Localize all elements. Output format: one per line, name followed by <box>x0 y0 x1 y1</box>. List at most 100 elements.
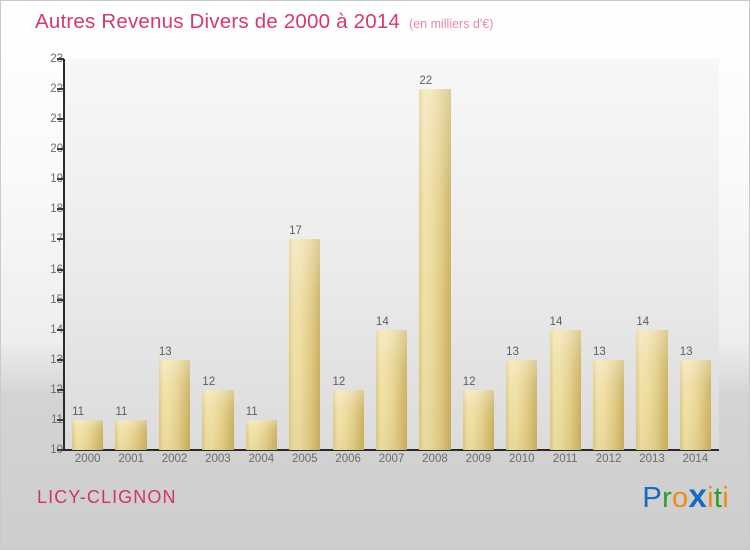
bar-value-label: 12 <box>332 375 346 388</box>
bar[interactable]: 14 <box>549 316 582 451</box>
y-tick-label: 17 <box>11 233 63 245</box>
bar-column: 13 <box>500 59 543 451</box>
x-tick-label: 2013 <box>639 453 665 465</box>
x-tick-label: 2006 <box>335 453 361 465</box>
bar-value-label: 13 <box>158 345 172 358</box>
y-tick-mark <box>57 449 64 451</box>
bar-column: 11 <box>240 59 283 451</box>
bar-column: 14 <box>630 59 673 451</box>
chart-plot: 1011121314151617181920212223 11111312111… <box>1 53 749 465</box>
y-tick-label: 11 <box>11 414 63 426</box>
logo-letter: x <box>688 477 708 514</box>
logo-letter: i <box>722 482 729 514</box>
bar-column: 14 <box>543 59 586 451</box>
bar[interactable]: 11 <box>245 406 278 451</box>
bar[interactable]: 14 <box>636 316 668 451</box>
bar-column: 12 <box>326 59 369 451</box>
bar-value-label: 17 <box>289 225 302 238</box>
logo-letter: i <box>707 482 714 514</box>
y-tick-mark <box>57 178 64 181</box>
bar[interactable]: 13 <box>592 346 625 451</box>
x-tick-label: 2009 <box>465 453 492 465</box>
x-tick-label: 2007 <box>378 453 405 465</box>
logo-letter: o <box>672 482 689 514</box>
bar[interactable]: 12 <box>462 376 495 451</box>
logo-letter: r <box>662 482 673 514</box>
y-tick-label: 20 <box>11 143 63 155</box>
bar[interactable]: 11 <box>115 406 147 451</box>
y-tick-label: 13 <box>11 354 63 366</box>
x-tick-label: 2004 <box>248 453 275 465</box>
x-axis-line <box>63 449 719 451</box>
x-tick-label: 2001 <box>118 453 144 465</box>
y-tick-mark <box>57 88 64 91</box>
y-tick-mark <box>57 358 64 361</box>
logo-letter: P <box>642 482 663 514</box>
y-tick-label: 15 <box>11 294 63 306</box>
page-title: Autres Revenus Divers de 2000 à 2014 <box>35 10 401 33</box>
bar-value-label: 11 <box>115 405 128 418</box>
bar-column: 14 <box>370 59 413 451</box>
bar-column: 11 <box>66 59 109 451</box>
bar-value-label: 12 <box>202 375 216 388</box>
bar-column: 13 <box>153 59 196 451</box>
bar-series: 11 11 13 12 11 17 12 14 22 12 13 14 13 14 13 <box>64 59 719 451</box>
bar-value-label: 11 <box>245 405 258 418</box>
bar[interactable]: 13 <box>158 346 191 451</box>
bar-column: 12 <box>457 59 500 451</box>
bar[interactable]: 13 <box>679 346 712 451</box>
x-tick-label: 2002 <box>161 453 188 465</box>
y-tick-label: 18 <box>11 203 63 215</box>
bar[interactable]: 12 <box>332 376 365 451</box>
y-tick-mark <box>57 418 64 421</box>
x-tick-label: 2010 <box>508 453 535 465</box>
bar-value-label: 13 <box>592 345 606 358</box>
logo-letter: t <box>713 482 723 514</box>
x-tick-label: 2012 <box>595 453 622 465</box>
y-tick-mark <box>57 328 64 331</box>
y-tick-label: 21 <box>11 113 63 125</box>
bar[interactable]: 11 <box>72 406 104 451</box>
bar-column: 12 <box>196 59 239 451</box>
bar-column: 13 <box>587 59 630 451</box>
y-tick-mark <box>57 148 64 151</box>
y-tick-mark <box>57 298 64 301</box>
y-tick-label: 22 <box>11 83 63 95</box>
bar[interactable]: 12 <box>202 376 234 451</box>
bar[interactable]: 22 <box>419 75 451 450</box>
bar-value-label: 14 <box>636 315 650 328</box>
bar-value-label: 22 <box>419 75 433 88</box>
chart-footer: LICY-CLIGNON Proxiti <box>1 471 749 549</box>
y-axis-line <box>63 59 65 451</box>
bar-value-label: 12 <box>462 375 476 388</box>
y-axis: 10 11 12 13 14 15 16 17 18 19 20 21 22 23 <box>1 53 64 465</box>
y-tick-mark <box>57 388 64 391</box>
bar-column: 11 <box>109 59 152 451</box>
y-tick-mark <box>57 208 64 211</box>
x-tick-label: 2000 <box>74 453 101 465</box>
bar-value-label: 14 <box>549 315 563 328</box>
x-tick-label: 2008 <box>422 453 448 465</box>
x-tick-label: 2014 <box>682 453 709 465</box>
y-tick-label: 14 <box>11 324 63 336</box>
y-tick-mark <box>57 118 64 121</box>
bar[interactable]: 14 <box>375 316 408 451</box>
bar-column: 13 <box>674 59 717 451</box>
bar-value-label: 13 <box>506 345 519 358</box>
bar[interactable]: 13 <box>506 346 538 451</box>
bar-value-label: 11 <box>72 405 85 418</box>
chart-header: Autres Revenus Divers de 2000 à 2014 (en… <box>1 1 749 43</box>
x-axis-labels: 2000 2001 2002 2003 2004 2005 2006 2007 2008 2009… <box>64 453 719 465</box>
bar-column: 22 <box>413 59 456 450</box>
proxiti-logo[interactable]: Proxiti <box>642 479 729 515</box>
bar-value-label: 13 <box>679 345 693 358</box>
y-tick-mark <box>57 238 64 241</box>
bar[interactable]: 17 <box>289 225 321 450</box>
x-tick-label: 2005 <box>291 453 318 465</box>
y-tick-mark <box>57 58 64 60</box>
x-tick-label: 2003 <box>205 453 231 465</box>
bar-value-label: 14 <box>375 315 389 328</box>
y-tick-label: 23 <box>11 53 63 65</box>
y-tick-label: 12 <box>11 384 63 396</box>
